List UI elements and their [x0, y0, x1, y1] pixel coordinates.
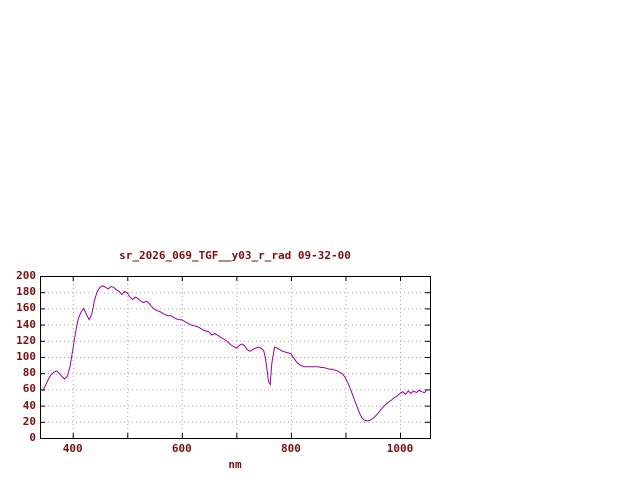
y-tick-label: 0: [29, 431, 36, 444]
y-tick-label: 200: [16, 269, 36, 282]
y-tick-label: 100: [16, 350, 36, 363]
y-tick-label: 140: [16, 317, 36, 331]
y-tick-label: 80: [22, 366, 36, 380]
plot-border: [40, 276, 431, 439]
y-tick-label: 40: [22, 398, 36, 412]
y-tick-label: 160: [16, 301, 36, 315]
y-tick-label: 180: [16, 285, 36, 299]
x-axis-label: nm: [228, 458, 242, 471]
spectrum-line: [42, 285, 428, 422]
x-tick-label: 1000: [386, 442, 414, 455]
x-tick-label: 600: [171, 442, 192, 455]
x-tick-label: 400: [62, 442, 83, 455]
y-tick-label: 20: [22, 414, 36, 428]
x-tick-label: 800: [280, 442, 301, 455]
chart-title: sr_2026_069_TGF__y03_r_rad 09-32-00: [119, 249, 351, 262]
y-tick-label: 120: [16, 333, 36, 347]
y-tick-label: 60: [22, 382, 36, 396]
